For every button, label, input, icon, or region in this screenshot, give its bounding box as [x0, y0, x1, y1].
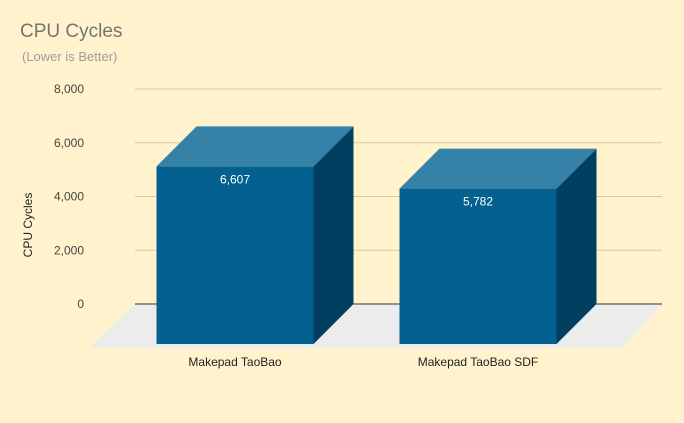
y-axis-title: CPU Cycles — [21, 193, 35, 258]
chart-title: CPU Cycles — [20, 21, 123, 42]
data-label: 6,607 — [220, 172, 250, 186]
bar-top — [399, 148, 597, 189]
bar-side — [313, 126, 354, 344]
bar — [156, 166, 314, 344]
x-category-label: Makepad TaoBao — [188, 355, 282, 369]
data-label: 5,782 — [463, 195, 493, 209]
y-tick-label: 8,000 — [54, 82, 84, 96]
y-tick-label: 2,000 — [54, 243, 84, 257]
bar-top — [156, 126, 354, 167]
y-tick-label: 0 — [77, 297, 84, 311]
x-category-label: Makepad TaoBao SDF — [418, 355, 539, 369]
bar-side — [556, 148, 597, 344]
y-tick-label: 6,000 — [54, 136, 84, 150]
chart-subtitle: (Lower is Better) — [22, 49, 118, 64]
y-tick-label: 4,000 — [54, 190, 84, 204]
bar — [399, 188, 557, 344]
